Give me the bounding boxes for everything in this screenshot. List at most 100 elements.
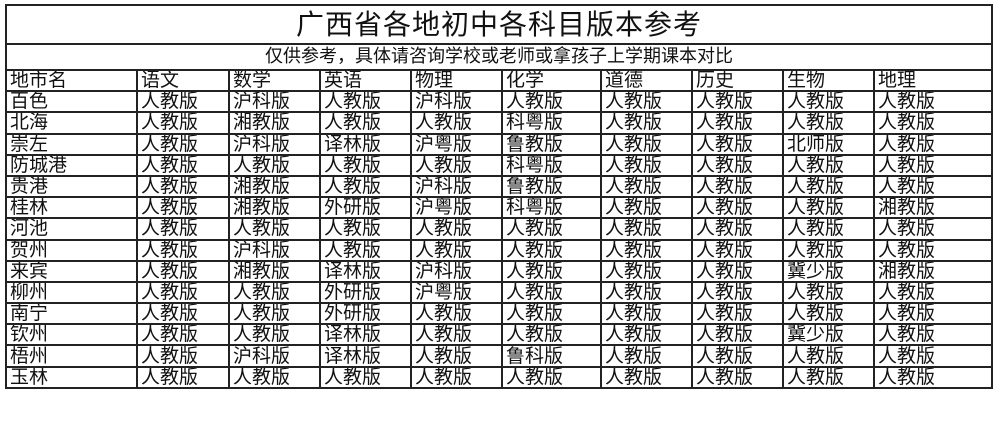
version-cell[interactable]: 外研版 (319, 280, 412, 305)
version-cell[interactable]: 湘教版 (873, 196, 991, 220)
city-cell[interactable]: 贺州 (7, 238, 138, 262)
version-cell[interactable]: 译林版 (319, 323, 412, 347)
city-cell[interactable]: 百色 (7, 90, 138, 114)
city-cell[interactable]: 河池 (7, 217, 138, 241)
column-header[interactable]: 地市名 (7, 71, 138, 93)
version-cell[interactable]: 人教版 (136, 365, 230, 387)
version-cell[interactable]: 人教版 (600, 217, 693, 241)
version-cell[interactable]: 人教版 (319, 365, 412, 387)
version-cell[interactable]: 人教版 (691, 302, 784, 326)
version-cell[interactable]: 人教版 (228, 280, 321, 305)
version-cell[interactable]: 人教版 (319, 217, 412, 241)
version-cell[interactable]: 人教版 (600, 344, 693, 368)
version-cell[interactable]: 人教版 (782, 111, 875, 135)
version-cell[interactable]: 人教版 (600, 259, 693, 283)
version-cell[interactable]: 人教版 (873, 344, 991, 368)
version-cell[interactable]: 人教版 (873, 217, 991, 241)
city-cell[interactable]: 柳州 (7, 280, 138, 305)
version-cell[interactable]: 人教版 (782, 238, 875, 262)
version-cell[interactable]: 人教版 (782, 196, 875, 220)
version-cell[interactable]: 人教版 (782, 217, 875, 241)
city-cell[interactable]: 北海 (7, 111, 138, 135)
version-cell[interactable]: 冀少版 (782, 323, 875, 347)
version-cell[interactable]: 人教版 (691, 132, 784, 156)
version-cell[interactable]: 冀少版 (782, 259, 875, 283)
version-cell[interactable]: 沪科版 (228, 238, 321, 262)
version-cell[interactable]: 人教版 (228, 365, 321, 387)
version-cell[interactable]: 人教版 (600, 323, 693, 347)
version-cell[interactable]: 人教版 (600, 111, 693, 135)
version-cell[interactable]: 人教版 (136, 302, 230, 326)
version-cell[interactable]: 沪科版 (410, 90, 503, 114)
version-cell[interactable]: 人教版 (691, 344, 784, 368)
column-header[interactable]: 生物 (782, 71, 875, 93)
version-cell[interactable]: 人教版 (691, 153, 784, 177)
version-cell[interactable]: 湘教版 (873, 259, 991, 283)
version-cell[interactable]: 人教版 (410, 323, 503, 347)
version-cell[interactable]: 湘教版 (228, 111, 321, 135)
version-cell[interactable]: 科粤版 (501, 196, 602, 220)
version-cell[interactable]: 人教版 (136, 174, 230, 199)
version-cell[interactable]: 人教版 (691, 217, 784, 241)
version-cell[interactable]: 人教版 (501, 323, 602, 347)
version-cell[interactable]: 人教版 (691, 238, 784, 262)
version-cell[interactable]: 沪科版 (228, 90, 321, 114)
version-cell[interactable]: 人教版 (228, 153, 321, 177)
version-cell[interactable]: 译林版 (319, 259, 412, 283)
version-cell[interactable]: 沪科版 (410, 259, 503, 283)
column-header[interactable]: 数学 (228, 71, 321, 93)
city-cell[interactable]: 梧州 (7, 344, 138, 368)
version-cell[interactable]: 沪科版 (410, 174, 503, 199)
version-cell[interactable]: 人教版 (873, 323, 991, 347)
version-cell[interactable]: 外研版 (319, 196, 412, 220)
version-cell[interactable]: 人教版 (782, 153, 875, 177)
version-cell[interactable]: 人教版 (136, 90, 230, 114)
version-cell[interactable]: 人教版 (782, 344, 875, 368)
version-cell[interactable]: 湘教版 (228, 174, 321, 199)
version-cell[interactable]: 人教版 (873, 280, 991, 305)
version-cell[interactable]: 人教版 (136, 238, 230, 262)
version-cell[interactable]: 人教版 (600, 90, 693, 114)
city-cell[interactable]: 来宾 (7, 259, 138, 283)
version-cell[interactable]: 人教版 (319, 238, 412, 262)
version-cell[interactable]: 人教版 (136, 111, 230, 135)
version-cell[interactable]: 人教版 (410, 111, 503, 135)
version-cell[interactable]: 沪科版 (228, 132, 321, 156)
column-header[interactable]: 道德 (600, 71, 693, 93)
version-cell[interactable]: 人教版 (782, 280, 875, 305)
version-cell[interactable]: 人教版 (600, 238, 693, 262)
version-cell[interactable]: 人教版 (782, 90, 875, 114)
version-cell[interactable]: 鲁教版 (501, 132, 602, 156)
version-cell[interactable]: 人教版 (600, 302, 693, 326)
version-cell[interactable]: 人教版 (410, 302, 503, 326)
version-cell[interactable]: 人教版 (410, 365, 503, 387)
version-cell[interactable]: 人教版 (600, 196, 693, 220)
city-cell[interactable]: 防城港 (7, 153, 138, 177)
version-cell[interactable]: 人教版 (873, 302, 991, 326)
version-cell[interactable]: 人教版 (782, 174, 875, 199)
version-cell[interactable]: 人教版 (410, 153, 503, 177)
column-header[interactable]: 地理 (873, 71, 991, 93)
version-cell[interactable]: 人教版 (501, 259, 602, 283)
city-cell[interactable]: 崇左 (7, 132, 138, 156)
version-cell[interactable]: 沪科版 (228, 344, 321, 368)
city-cell[interactable]: 玉林 (7, 365, 138, 387)
version-cell[interactable]: 人教版 (873, 174, 991, 199)
version-cell[interactable]: 人教版 (873, 365, 991, 387)
version-cell[interactable]: 人教版 (600, 132, 693, 156)
version-cell[interactable]: 鲁教版 (501, 174, 602, 199)
version-cell[interactable]: 人教版 (410, 217, 503, 241)
version-cell[interactable]: 人教版 (136, 153, 230, 177)
version-cell[interactable]: 人教版 (136, 217, 230, 241)
version-cell[interactable]: 人教版 (691, 259, 784, 283)
version-cell[interactable]: 湘教版 (228, 259, 321, 283)
version-cell[interactable]: 科粤版 (501, 153, 602, 177)
column-header[interactable]: 英语 (319, 71, 412, 93)
version-cell[interactable]: 人教版 (691, 174, 784, 199)
version-cell[interactable]: 人教版 (782, 302, 875, 326)
column-header[interactable]: 语文 (136, 71, 230, 93)
version-cell[interactable]: 人教版 (136, 280, 230, 305)
version-cell[interactable]: 人教版 (691, 90, 784, 114)
version-cell[interactable]: 人教版 (501, 280, 602, 305)
version-cell[interactable]: 人教版 (319, 174, 412, 199)
